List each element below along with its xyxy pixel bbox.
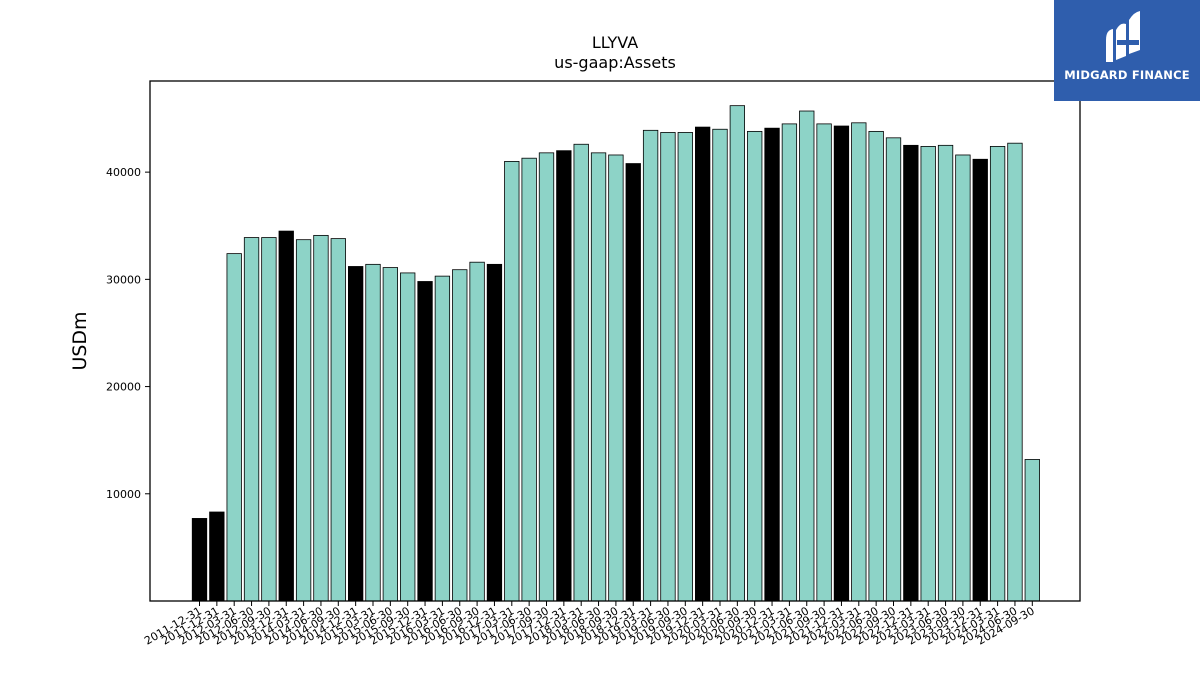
bar: [521, 157, 537, 602]
bars-group: [191, 105, 1040, 602]
bar: [920, 145, 936, 602]
bar: [1007, 142, 1023, 602]
y-ticks-group: 10000 20000 30000 40000: [106, 166, 150, 501]
bar: [226, 253, 242, 602]
bar: [434, 275, 451, 602]
bar: [417, 281, 433, 602]
y-tick-label: 40000: [106, 166, 141, 179]
bar: [903, 144, 919, 602]
bar: [937, 144, 954, 602]
bar: [330, 238, 346, 602]
bar: [278, 230, 294, 602]
x-ticks-group: 2011-12-312011-12-312012-03-312012-06-30…: [142, 601, 1037, 648]
bar: [781, 123, 798, 602]
bar: [816, 123, 832, 602]
bar: [365, 263, 381, 602]
bar: [972, 158, 988, 602]
bar: [660, 132, 676, 602]
bar: [590, 152, 607, 602]
bar: [191, 518, 208, 602]
bar: [764, 127, 780, 602]
bar: [313, 234, 329, 602]
plot-frame: [149, 80, 1081, 602]
y-tick-label: 10000: [106, 488, 141, 501]
bar: [625, 163, 641, 602]
bar: [677, 132, 693, 602]
bar: [347, 266, 364, 602]
bar: [573, 143, 589, 602]
bar: [955, 154, 971, 602]
bar: [885, 137, 902, 602]
bar: [469, 261, 485, 602]
y-tick-label: 30000: [106, 273, 141, 286]
bar: [695, 126, 711, 602]
chart-title: LLYVA: [592, 33, 638, 52]
bar: [243, 237, 260, 602]
bar: [868, 130, 884, 602]
bar: [989, 145, 1006, 602]
bar: [209, 511, 225, 602]
bar: [642, 129, 659, 602]
bar: [382, 267, 399, 602]
bar: [400, 272, 416, 602]
bar: [747, 130, 763, 602]
company-logo: MIDGARD FINANCE: [1054, 0, 1200, 101]
bar: [486, 263, 503, 602]
logo-text: MIDGARD FINANCE: [1064, 68, 1190, 82]
bar: [295, 239, 312, 602]
bar: [608, 154, 624, 602]
bar: [556, 150, 572, 602]
bar: [452, 269, 468, 602]
bar: [833, 125, 850, 602]
bar: [712, 128, 728, 602]
bar: [504, 161, 520, 602]
midgard-logo-icon: [1106, 11, 1140, 62]
bar: [538, 152, 555, 602]
y-axis-label: USDm: [69, 311, 91, 370]
bar: [851, 122, 867, 602]
bar: [729, 105, 745, 602]
chart-subtitle: us-gaap:Assets: [554, 53, 676, 72]
y-tick-label: 20000: [106, 381, 141, 394]
bar: [1024, 459, 1040, 602]
bar: [261, 237, 277, 602]
bar: [799, 110, 815, 602]
